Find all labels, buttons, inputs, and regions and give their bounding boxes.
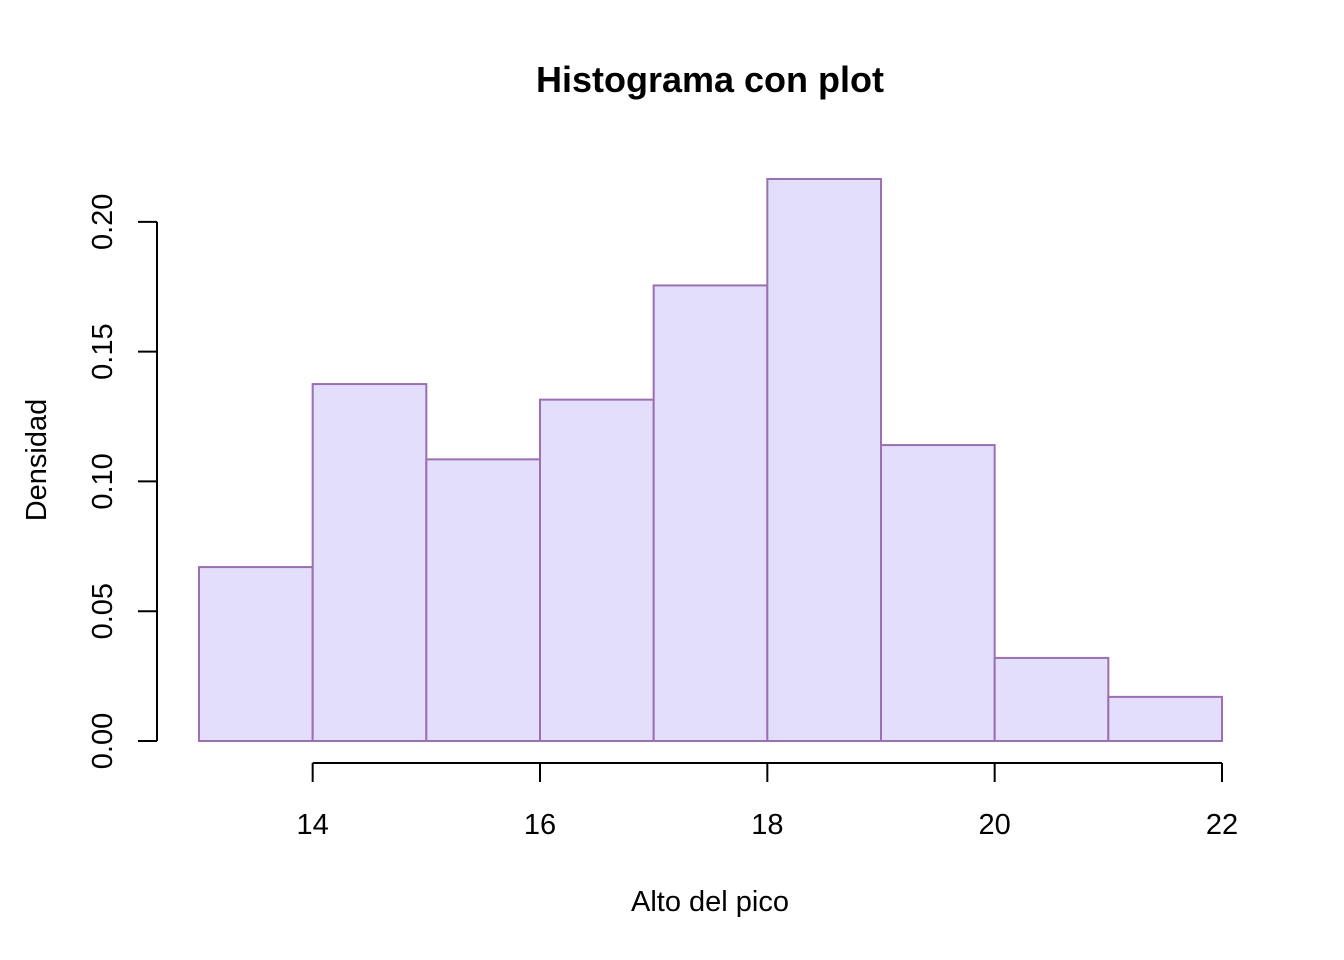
- x-axis: 14 16 18 20 22: [297, 762, 1238, 841]
- histogram-bar: [766, 178, 882, 742]
- histogram-bar: [539, 398, 655, 742]
- y-axis-label: Densidad: [21, 399, 53, 522]
- histogram-bar: [880, 444, 996, 742]
- x-tick-label: 18: [751, 809, 783, 841]
- histogram-bar: [311, 383, 428, 742]
- histogram-bar: [1107, 695, 1224, 742]
- histogram-bar: [652, 284, 769, 742]
- y-tick-label: 0.15: [87, 323, 119, 379]
- y-tick-label: 0.10: [87, 453, 119, 509]
- histogram-bars: [198, 178, 1224, 743]
- x-tick-label: 16: [524, 809, 556, 841]
- histogram-bar: [198, 566, 314, 743]
- histogram-bar: [993, 656, 1110, 743]
- chart-title: Histograma con plot: [536, 59, 884, 100]
- y-tick-label: 0.05: [87, 583, 119, 639]
- y-axis: 0.00 0.05 0.10 0.15 0.20: [87, 194, 158, 769]
- histogram-bar: [425, 458, 542, 742]
- x-tick-label: 22: [1206, 809, 1238, 841]
- x-axis-label: Alto del pico: [631, 886, 789, 918]
- y-tick-label: 0.20: [87, 194, 119, 250]
- y-tick-label: 0.00: [87, 713, 119, 769]
- x-tick-label: 20: [979, 809, 1011, 841]
- x-tick-label: 14: [297, 809, 329, 841]
